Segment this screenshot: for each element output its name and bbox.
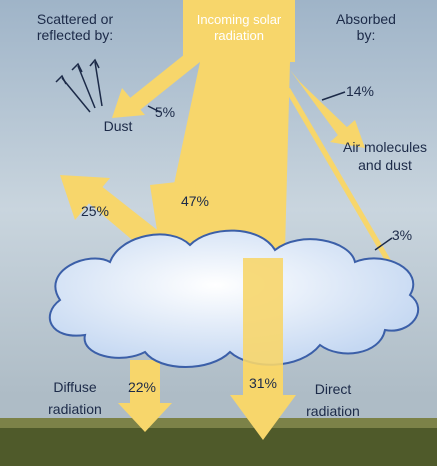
diffuse-pct-label: 22% [128, 379, 156, 395]
direct-through-cloud [243, 258, 283, 368]
label-line: 22% [128, 379, 156, 395]
cloud-pct-label: 47% [181, 193, 209, 209]
label-line: Incoming solar [197, 12, 282, 27]
label-line: 31% [249, 375, 277, 391]
dust-label: Dust [104, 118, 133, 134]
label-line: radiation [48, 401, 102, 417]
label-line: 5% [155, 104, 175, 120]
label-line: 47% [181, 193, 209, 209]
label-line: 25% [81, 203, 109, 219]
label-line: Dust [104, 118, 133, 134]
label-line: Absorbed [336, 11, 396, 27]
grass-edge [0, 418, 437, 428]
label-line: Scattered or [37, 11, 114, 27]
label-line: and dust [358, 157, 412, 173]
label-line: radiation [306, 403, 360, 419]
cloud-abs-pct-label: 3% [392, 227, 412, 243]
label-line: Diffuse [53, 379, 97, 395]
grass [0, 425, 437, 466]
reflected-pct-label: 25% [81, 203, 109, 219]
label-line: 3% [392, 227, 412, 243]
label-line: reflected by: [37, 27, 113, 43]
label-line: by: [357, 27, 376, 43]
dust-pct-label: 5% [155, 104, 175, 120]
label-line: radiation [214, 28, 264, 43]
diagram: Scattered orreflected by:Incoming solarr… [0, 0, 437, 466]
label-line: 14% [346, 83, 374, 99]
direct-pct-label: 31% [249, 375, 277, 391]
air-pct-label: 14% [346, 83, 374, 99]
label-line: Air molecules [343, 139, 427, 155]
label-line: Direct [315, 381, 352, 397]
